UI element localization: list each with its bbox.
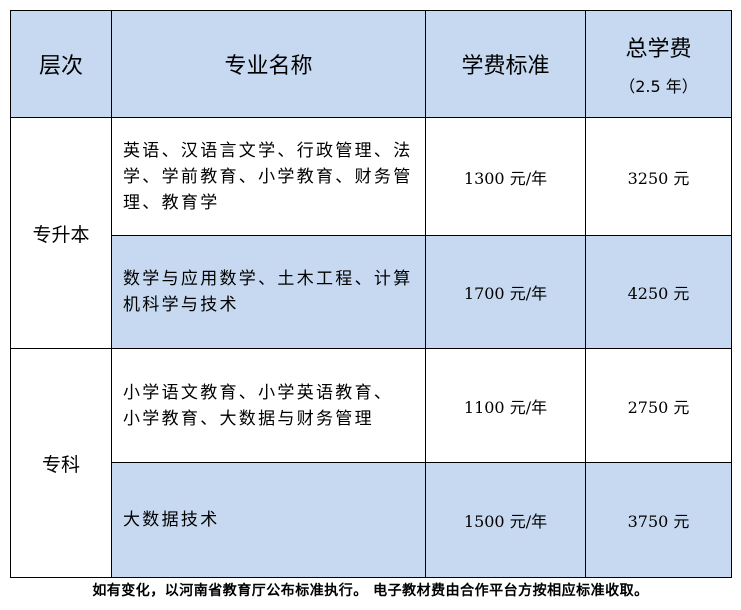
table-row: 专升本 英语、汉语言文学、行政管理、法 学、学前教育、小学教育、财务管 理、教育… xyxy=(10,117,732,349)
tuition-table: 层次 专业名称 学费标准 总学费 （2.5 年） 专升本 英语、汉语言文学、行政… xyxy=(10,10,732,578)
major-cell: 大数据技术 xyxy=(111,462,426,578)
major-line: 小学教育、大数据与财务管理 xyxy=(123,408,374,429)
fee-cell: 1100 元/年 xyxy=(425,348,586,463)
header-level: 层次 xyxy=(10,10,112,118)
total-cell: 3750 元 xyxy=(585,462,732,578)
header-row: 层次 专业名称 学费标准 总学费 （2.5 年） xyxy=(10,10,732,118)
header-total-fee: 总学费 （2.5 年） xyxy=(585,10,732,118)
header-fee-standard: 学费标准 xyxy=(425,10,586,118)
table-row: 专科 小学语文教育、小学英语教育、 小学教育、大数据与财务管理 1100 元/年… xyxy=(10,348,732,578)
major-line: 英语、汉语言文学、行政管理、法 xyxy=(123,140,413,161)
table-row: 大数据技术 1500 元/年 3750 元 xyxy=(11,462,732,578)
major-line: 数学与应用数学、土木工程、计算 xyxy=(123,269,413,289)
major-cell: 英语、汉语言文学、行政管理、法 学、学前教育、小学教育、财务管 理、教育学 xyxy=(111,117,426,236)
header-total-fee-label: 总学费 xyxy=(625,37,692,62)
major-cell: 小学语文教育、小学英语教育、 小学教育、大数据与财务管理 xyxy=(111,348,426,463)
major-cell: 数学与应用数学、土木工程、计算 机科学与技术 xyxy=(111,235,426,349)
total-cell: 2750 元 xyxy=(585,348,732,463)
major-line: 大数据技术 xyxy=(123,510,220,530)
fee-cell: 1500 元/年 xyxy=(425,462,586,578)
footer-note: 如有变化，以河南省教育厅公布标准执行。 电子教材费由合作平台方按相应标准收取。 xyxy=(92,583,649,599)
header-major: 专业名称 xyxy=(111,10,426,118)
total-cell: 4250 元 xyxy=(585,235,732,349)
header-total-fee-note: （2.5 年） xyxy=(619,77,698,96)
major-line: 机科学与技术 xyxy=(123,295,239,315)
total-cell: 3250 元 xyxy=(585,117,732,236)
major-line: 理、教育学 xyxy=(123,192,220,213)
fee-cell: 1700 元/年 xyxy=(425,235,586,349)
fee-cell: 1300 元/年 xyxy=(425,117,586,236)
level-cell: 专升本 xyxy=(10,117,112,349)
major-line: 学、学前教育、小学教育、财务管 xyxy=(123,166,413,187)
major-line: 小学语文教育、小学英语教育、 xyxy=(123,382,394,403)
level-cell: 专科 xyxy=(10,348,112,578)
table-row: 数学与应用数学、土木工程、计算 机科学与技术 1700 元/年 4250 元 xyxy=(11,235,732,349)
